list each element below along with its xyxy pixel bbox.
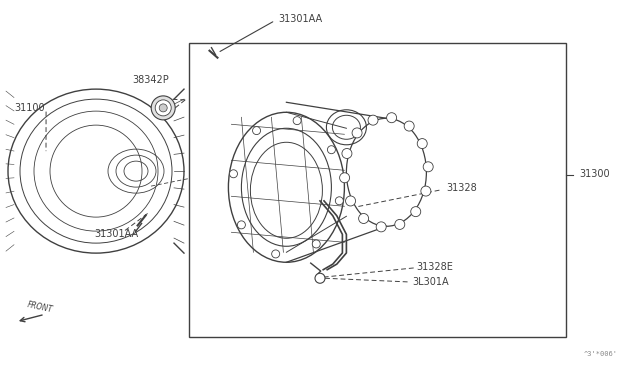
- Circle shape: [395, 219, 404, 230]
- Circle shape: [346, 196, 356, 206]
- Circle shape: [335, 197, 343, 205]
- Text: 31301AA: 31301AA: [278, 15, 323, 24]
- Circle shape: [230, 170, 237, 178]
- Circle shape: [421, 186, 431, 196]
- Circle shape: [328, 146, 335, 154]
- Text: ^3'*006': ^3'*006': [584, 351, 618, 357]
- Bar: [189, 43, 566, 337]
- Circle shape: [411, 206, 420, 217]
- Circle shape: [358, 214, 369, 224]
- Circle shape: [340, 173, 349, 183]
- Circle shape: [312, 240, 320, 248]
- Circle shape: [315, 273, 325, 283]
- Text: 31301AA: 31301AA: [95, 230, 139, 239]
- Text: 38342P: 38342P: [132, 75, 169, 85]
- Circle shape: [376, 222, 386, 232]
- Circle shape: [423, 162, 433, 172]
- Circle shape: [368, 115, 378, 125]
- Circle shape: [271, 250, 280, 258]
- Circle shape: [159, 104, 167, 112]
- Circle shape: [404, 121, 414, 131]
- Circle shape: [155, 100, 172, 116]
- Text: 31100: 31100: [14, 103, 45, 113]
- Circle shape: [253, 126, 260, 135]
- Circle shape: [293, 117, 301, 125]
- Circle shape: [151, 96, 175, 120]
- Text: 31300: 31300: [579, 169, 610, 179]
- Text: FRONT: FRONT: [26, 300, 53, 314]
- Text: 31328E: 31328E: [416, 262, 453, 272]
- Circle shape: [387, 113, 397, 123]
- Circle shape: [417, 139, 428, 148]
- Circle shape: [342, 148, 352, 158]
- Circle shape: [237, 221, 245, 229]
- Text: 3L301A: 3L301A: [413, 277, 449, 287]
- Circle shape: [352, 128, 362, 138]
- Text: 31328: 31328: [447, 183, 477, 193]
